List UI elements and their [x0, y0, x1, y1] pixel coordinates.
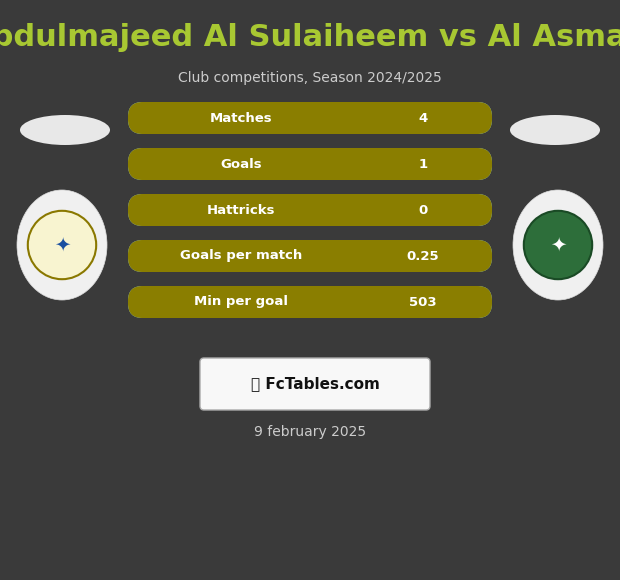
- Ellipse shape: [513, 190, 603, 300]
- Text: Goals: Goals: [220, 158, 262, 171]
- Text: 📊 FcTables.com: 📊 FcTables.com: [250, 376, 379, 392]
- Text: ✦: ✦: [550, 235, 566, 255]
- Text: Club competitions, Season 2024/2025: Club competitions, Season 2024/2025: [178, 71, 442, 85]
- FancyBboxPatch shape: [128, 102, 492, 134]
- Circle shape: [28, 211, 96, 279]
- FancyBboxPatch shape: [128, 240, 492, 272]
- FancyBboxPatch shape: [200, 358, 430, 410]
- FancyBboxPatch shape: [128, 286, 492, 318]
- FancyBboxPatch shape: [128, 194, 492, 226]
- Text: 4: 4: [418, 111, 427, 125]
- FancyBboxPatch shape: [128, 194, 492, 226]
- Text: Abdulmajeed Al Sulaiheem vs Al Asmari: Abdulmajeed Al Sulaiheem vs Al Asmari: [0, 24, 620, 53]
- Ellipse shape: [510, 115, 600, 145]
- Text: Matches: Matches: [210, 111, 272, 125]
- Text: 503: 503: [409, 295, 436, 309]
- Text: 0.25: 0.25: [407, 249, 439, 263]
- Text: 1: 1: [418, 158, 427, 171]
- Text: Hattricks: Hattricks: [206, 204, 275, 216]
- Text: Min per goal: Min per goal: [194, 295, 288, 309]
- Ellipse shape: [20, 115, 110, 145]
- Text: ✦: ✦: [54, 235, 70, 255]
- Text: 0: 0: [418, 204, 427, 216]
- FancyBboxPatch shape: [128, 240, 492, 272]
- FancyBboxPatch shape: [128, 102, 492, 134]
- FancyBboxPatch shape: [128, 286, 492, 318]
- FancyBboxPatch shape: [128, 148, 492, 180]
- Text: Goals per match: Goals per match: [180, 249, 302, 263]
- Circle shape: [524, 211, 592, 279]
- Text: 9 february 2025: 9 february 2025: [254, 425, 366, 439]
- Ellipse shape: [17, 190, 107, 300]
- FancyBboxPatch shape: [128, 148, 492, 180]
